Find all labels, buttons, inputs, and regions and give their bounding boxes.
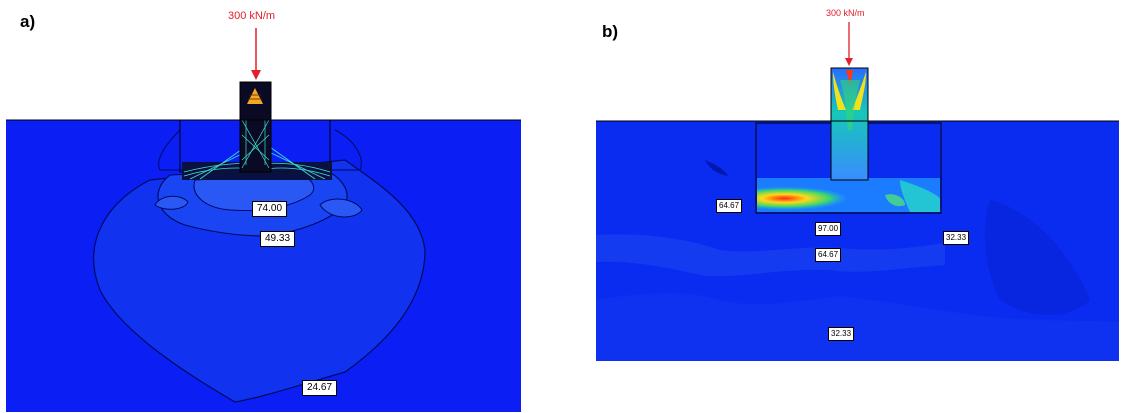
panel-a-contour-label: 24.67 [302, 380, 338, 396]
panel-b-plot [596, 22, 1119, 361]
panel-b-band-lower [596, 293, 1119, 361]
panel-b-stem-red-core [846, 70, 853, 85]
panel-a-load-arrow [251, 28, 261, 80]
panel-b-contour-label: 64.67 [815, 248, 842, 262]
panel-a-side-lobe-left [154, 195, 189, 210]
panel-a-stem-top-stress [247, 88, 263, 104]
panel-a-side-lobe-right [319, 198, 363, 218]
panel-b-right-dark-zone [984, 200, 1090, 315]
panel-b-contour-label: 64.67 [716, 199, 743, 213]
panel-b-footing-hotspot-right [900, 180, 940, 212]
panel-b-stem-yellow-left [833, 72, 846, 110]
panel-b-contour-label: 32.33 [828, 327, 855, 341]
panel-b-stem-green-core [840, 80, 860, 130]
panel-a-plot [6, 28, 521, 412]
panel-b-label: b) [602, 22, 619, 41]
panel-a-footing-mesh [183, 139, 331, 180]
panel-b-stem-yellow-right [852, 72, 866, 110]
panel-a-contour-label: 74.00 [252, 201, 288, 217]
panel-a-stem-mesh [241, 119, 270, 169]
panel-b-load-label: 300 kN/m [826, 8, 865, 18]
panel-b-contour-label: 32.33 [943, 231, 970, 245]
panel-b-contour-label: 97.00 [815, 222, 842, 236]
panel-b-band-upper [596, 234, 945, 277]
panel-b-load-arrow [845, 22, 853, 66]
panel-a-label: a) [20, 12, 36, 31]
panel-b-footing-green-spot [885, 194, 905, 207]
panel-a-load-label: 300 kN/m [228, 10, 276, 22]
panel-a-contour-label: 49.33 [260, 231, 296, 247]
panel-b-left-dark-streak [705, 160, 728, 176]
